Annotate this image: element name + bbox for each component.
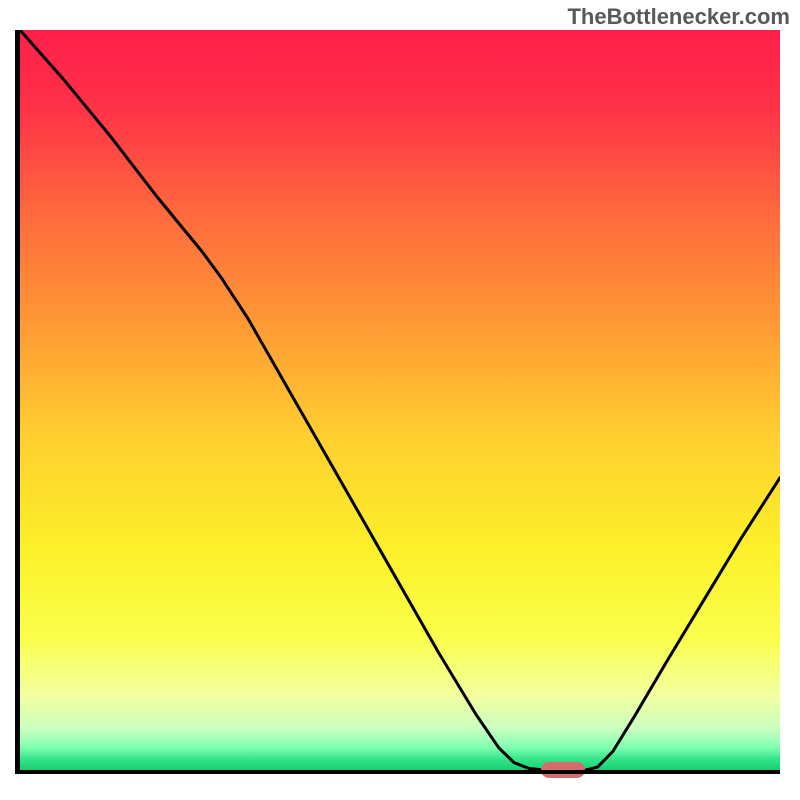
- plot-svg: [20, 30, 780, 770]
- watermark-text: TheBottlenecker.com: [567, 4, 790, 30]
- gradient-background: [20, 30, 780, 770]
- chart-container: TheBottlenecker.com: [0, 0, 800, 800]
- x-axis-line: [15, 770, 780, 774]
- plot-area: [20, 30, 780, 770]
- y-axis-line: [15, 30, 20, 774]
